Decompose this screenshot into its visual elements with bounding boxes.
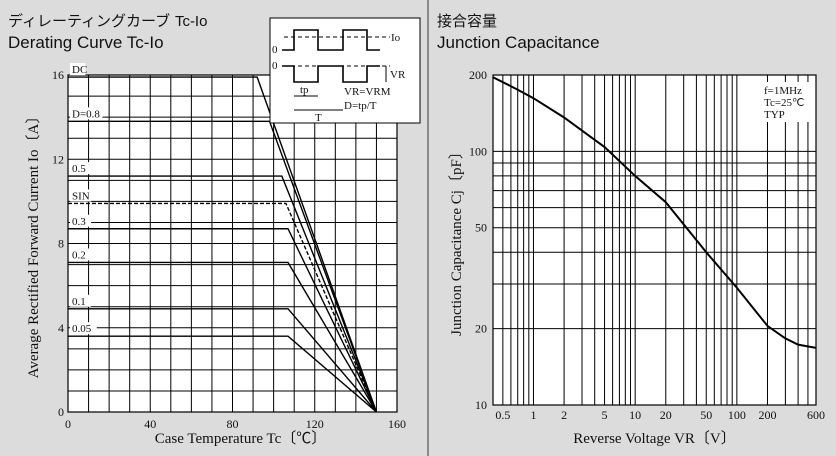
capacitance-title-jp: 接合容量 bbox=[437, 12, 498, 30]
x-tick-label: 600 bbox=[807, 408, 825, 422]
x-tick-label: 200 bbox=[758, 408, 776, 422]
d-equation: D=tp/T bbox=[344, 100, 377, 112]
annotation-text: f=1MHz bbox=[764, 85, 802, 97]
inset-box bbox=[269, 17, 421, 124]
capacitance-title-en: Junction Capacitance bbox=[437, 33, 600, 52]
x-axis-label: Reverse Voltage VR〔V〕 bbox=[573, 430, 736, 447]
capacitance-panel: 接合容量 Junction Capacitance 0.5 1 2 5 10 20 50 10… bbox=[429, 0, 836, 456]
grid bbox=[67, 74, 398, 413]
plot-area bbox=[492, 74, 817, 406]
series-label: 0.05 bbox=[72, 323, 92, 335]
series-label-bg bbox=[70, 294, 92, 307]
vr-label: VR bbox=[390, 69, 406, 81]
y-tick-label: 8 bbox=[58, 237, 64, 251]
grid bbox=[493, 74, 817, 406]
zero-bottom-label: 0 bbox=[272, 60, 278, 72]
io-label: Io bbox=[391, 32, 401, 44]
annotation-text: Tc=25℃ bbox=[764, 97, 804, 109]
y-tick-label: 12 bbox=[52, 152, 64, 166]
zero-top-label: 0 bbox=[272, 44, 278, 56]
derating-curve bbox=[68, 175, 378, 413]
capacitance-chart: 0.5 1 2 5 10 20 50 100 200 600 10 20 50 100 200 Reverse… bbox=[448, 68, 825, 447]
x-tick-label: 40 bbox=[144, 417, 156, 431]
panel-divider bbox=[427, 0, 429, 456]
y-tick-label: 50 bbox=[475, 221, 487, 235]
x-tick-label: 160 bbox=[388, 417, 406, 431]
x-tick-label: 2 bbox=[561, 408, 567, 422]
x-tick-label: 5 bbox=[602, 408, 608, 422]
y-axis-label: Average Rectified Forward Current Io〔A〕 bbox=[25, 109, 42, 379]
series-label: 0.1 bbox=[72, 296, 86, 308]
series-label: D=0.8 bbox=[72, 108, 100, 120]
x-tick-label: 100 bbox=[728, 408, 746, 422]
y-tick-label: 100 bbox=[469, 144, 487, 158]
x-tick-label: 80 bbox=[227, 417, 239, 431]
capacitance-curve bbox=[492, 76, 817, 349]
y-tick-label: 0 bbox=[58, 405, 64, 419]
series-label-bg bbox=[70, 63, 86, 76]
derating-title-jp: ディレーティングカーブ Tc-Io bbox=[8, 10, 207, 31]
derating-panel: ディレーティングカーブ Tc-Io Derating Curve Tc-Io 0… bbox=[8, 10, 421, 447]
series-label-bg bbox=[70, 162, 92, 175]
derating-title-en: Derating Curve Tc-Io bbox=[8, 33, 164, 52]
y-tick-label: 4 bbox=[58, 321, 64, 335]
y-tick-label: 10 bbox=[475, 398, 487, 412]
derating-curve bbox=[68, 308, 377, 413]
series-label: 0.5 bbox=[72, 163, 86, 175]
x-tick-label: 20 bbox=[660, 408, 672, 422]
y-tick-label: 20 bbox=[475, 322, 487, 336]
derating-curve bbox=[68, 202, 378, 413]
derating-curve bbox=[68, 76, 378, 413]
derating-title-jp-suffix: Tc-Io bbox=[174, 13, 208, 30]
x-axis-label: Case Temperature Tc〔℃〕 bbox=[155, 430, 326, 447]
y-tick-label: 16 bbox=[52, 68, 64, 82]
series-label-bg bbox=[70, 189, 92, 202]
x-tick-label: 1 bbox=[530, 408, 536, 422]
tp-label: tp bbox=[300, 84, 309, 96]
series-label-bg bbox=[70, 322, 97, 335]
x-tick-label: 0 bbox=[65, 417, 71, 431]
series-label: 0.2 bbox=[72, 249, 86, 261]
t-label: T bbox=[315, 112, 322, 124]
annotation-bg bbox=[760, 82, 810, 122]
derating-curve bbox=[68, 228, 378, 413]
derating-curve bbox=[68, 261, 378, 413]
annotation-text: TYP bbox=[764, 109, 785, 121]
vr-equation: VR=VRM bbox=[344, 86, 391, 98]
series-label: SIN bbox=[72, 190, 90, 202]
series-label: DC bbox=[72, 64, 87, 76]
series-label-bg bbox=[70, 107, 103, 120]
x-tick-label: 10 bbox=[629, 408, 641, 422]
current-waveform bbox=[282, 29, 380, 51]
x-tick-label: 0.5 bbox=[495, 408, 510, 422]
derating-title-jp-text: ディレーティングカーブ bbox=[8, 12, 171, 30]
x-tick-label: 50 bbox=[700, 408, 712, 422]
waveform-inset: Io 0 0 VR VR=VRM D=tp/T tp T bbox=[269, 17, 421, 124]
series-label: 0.3 bbox=[72, 216, 86, 228]
derating-chart: 0 40 80 120 160 0 4 8 12 16 Case Temperature Tc〔℃〕… bbox=[25, 17, 421, 447]
derating-curve bbox=[68, 335, 377, 413]
x-tick-label: 120 bbox=[306, 417, 324, 431]
series-label-bg bbox=[70, 214, 92, 227]
y-tick-label: 200 bbox=[469, 68, 487, 82]
voltage-waveform bbox=[282, 65, 380, 83]
series-label-bg bbox=[70, 248, 92, 261]
y-axis-label: Junction Capacitance Cj〔pF〕 bbox=[448, 144, 465, 336]
